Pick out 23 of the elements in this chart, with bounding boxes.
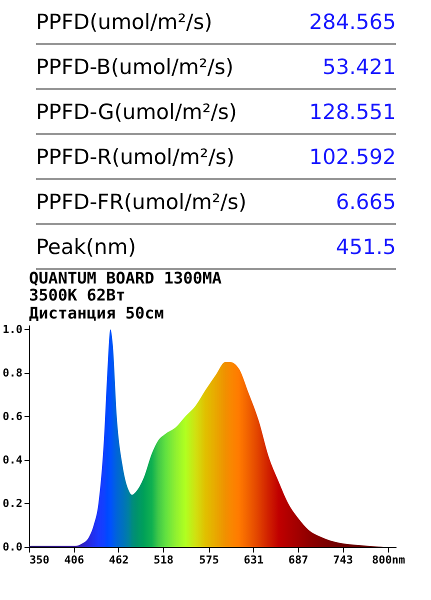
text: PPFD-G(umol/m²/s) 128.551 xyxy=(36,100,396,124)
text: PPFD-FR(umol/m²/s) 6.665 xyxy=(36,190,396,214)
y-tick-label: 0.2 xyxy=(2,496,22,510)
x-tick-label: 406 xyxy=(64,554,84,566)
x-tick-label: 462 xyxy=(108,554,129,566)
y-tick-label: 0.6 xyxy=(2,410,23,423)
x-tick-label: 800nm xyxy=(372,554,406,566)
y-tick-label: 0.0 xyxy=(2,540,22,554)
y-tick-label: 0.8 xyxy=(2,366,22,380)
x-tick-label: 687 xyxy=(288,554,308,566)
x-tick-label: 631 xyxy=(244,554,264,566)
x-tick-label: 350 xyxy=(30,554,50,566)
text: Peak(nm) 451.5 xyxy=(36,234,396,258)
text: PPFD(umol/m²/s) 284.565 xyxy=(36,10,396,34)
text: PPFD-B(umol/m²/s) 53.421 xyxy=(36,54,396,78)
y-tick-label: 1.0 xyxy=(2,322,22,336)
chart-title: QUANTUM BOARD 1300MA xyxy=(29,268,222,288)
chart-subtitle: 3500K 62Вт Дистанция 50см xyxy=(29,285,164,322)
x-tick-label: 575 xyxy=(199,554,219,566)
y-tick-label: 0.4 xyxy=(2,453,23,466)
text: PPFD-R(umol/m²/s) 102.592 xyxy=(36,144,396,168)
x-tick-label: 518 xyxy=(154,554,174,566)
x-tick-label: 743 xyxy=(333,554,353,566)
